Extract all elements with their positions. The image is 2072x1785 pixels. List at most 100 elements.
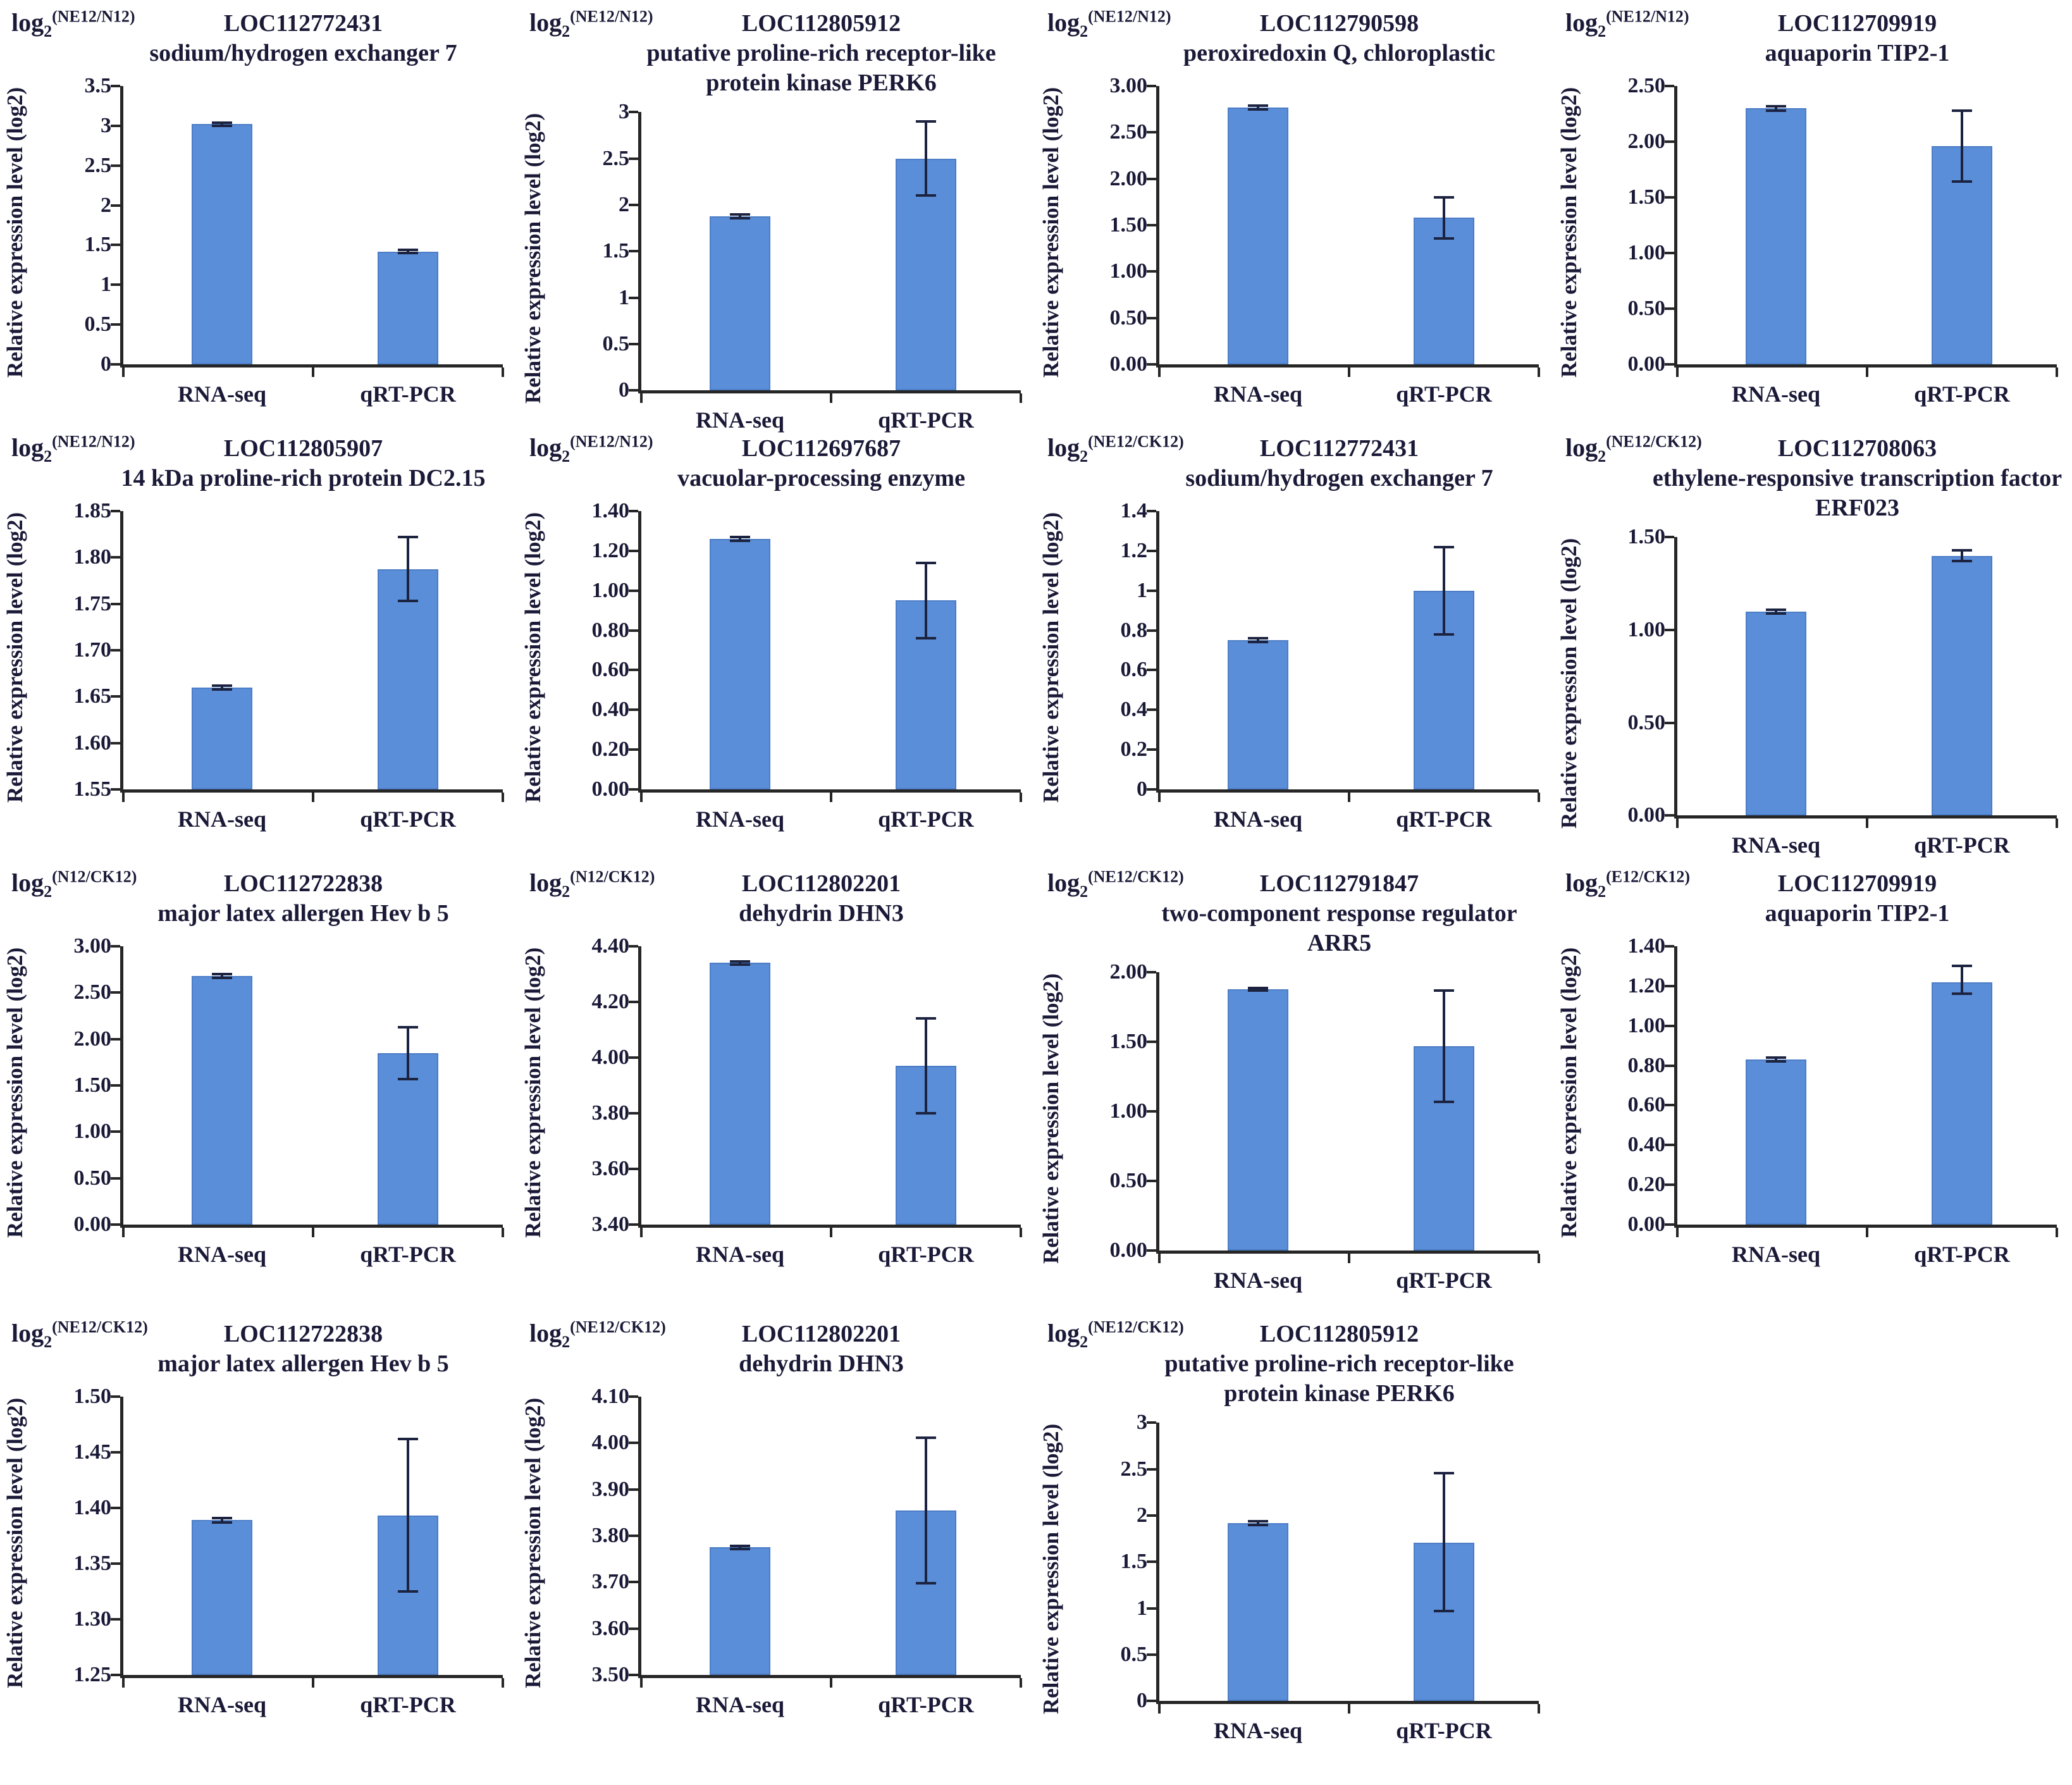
x-axis-tick	[122, 368, 125, 377]
x-category-label: RNA-seq	[696, 806, 784, 832]
bar-qrt-pcr	[1932, 555, 1992, 816]
error-bar-cap	[1248, 989, 1268, 992]
x-category-label: RNA-seq	[178, 381, 266, 407]
error-bar-cap	[212, 121, 232, 124]
chart-body: Relative expression level (log2) 0.00 0.5…	[1036, 960, 1554, 1293]
error-bar-cap	[1766, 608, 1786, 611]
y-tick-label: 1.5	[1120, 1550, 1148, 1574]
y-axis-tick	[1665, 721, 1674, 724]
log-base-subscript: 2	[44, 882, 52, 901]
error-bar-cap	[730, 960, 750, 963]
error-bar-cap	[730, 213, 750, 216]
x-category-label: qRT-PCR	[1396, 1268, 1492, 1294]
y-tick-label: 4.00	[591, 1046, 630, 1069]
bar-rna-seq	[1228, 640, 1288, 789]
y-axis-tick	[1147, 788, 1156, 791]
gene-description: putative proline-rich receptor-like prot…	[646, 40, 996, 97]
y-tick-label: 1.50	[1627, 185, 1666, 209]
y-axis-tick	[1665, 945, 1674, 948]
plot-wrap: 0 0.5 1 1.5 2 2.5 3 RNA-seq qRT-PCR	[1075, 1411, 1540, 1743]
chart-title: LOC112772431 sodium/hydrogen exchanger 7	[96, 9, 510, 68]
error-bar-line	[1961, 110, 1963, 182]
x-category-label: RNA-seq	[1732, 832, 1820, 858]
y-axis-tick	[629, 708, 638, 712]
y-axis-tick	[629, 1581, 638, 1584]
gene-description: dehydrin DHN3	[739, 900, 904, 927]
chart-title: LOC112802201 dehydrin DHN3	[614, 1319, 1028, 1379]
error-bar-line	[1443, 547, 1445, 634]
plot-area: RNA-seq qRT-PCR	[111, 85, 504, 407]
error-bar-line	[221, 1517, 223, 1522]
y-axis-label: Relative expression level (log2)	[521, 113, 545, 404]
chart-title: LOC112805912 putative proline-rich recep…	[614, 9, 1028, 98]
error-bar-line	[739, 1546, 741, 1549]
y-tick-label: 3	[619, 100, 629, 124]
chart-title: LOC112791847 two-component response regu…	[1132, 869, 1546, 958]
y-axis-tick	[1147, 708, 1156, 712]
gene-id: LOC112802201	[741, 1321, 901, 1347]
chart-header: log2(NE12/N12) LOC112805907 14 kDa proli…	[0, 425, 518, 497]
chart-title: LOC112709919 aquaporin TIP2-1	[1650, 9, 2064, 68]
y-axis-tick	[111, 283, 120, 287]
y-tick-label: 1.25	[73, 1663, 112, 1686]
error-bar-cap	[730, 216, 750, 219]
error-bar-cap	[1952, 992, 1972, 996]
error-bar-cap	[1766, 104, 1786, 108]
x-category-label: RNA-seq	[696, 407, 784, 433]
error-bar-cap	[1248, 1519, 1268, 1522]
x-axis-tick	[1348, 1704, 1350, 1714]
y-tick-label: 0.50	[1109, 306, 1148, 330]
error-bar-cap	[1434, 1100, 1454, 1103]
y-tick-label: 4.10	[591, 1385, 630, 1408]
y-axis-tick	[629, 111, 638, 114]
y-axis-label: Relative expression level (log2)	[1039, 973, 1063, 1264]
error-bar-cap	[1434, 237, 1454, 240]
error-bar-cap	[1766, 109, 1786, 112]
y-axis-tick	[111, 204, 120, 207]
x-axis-tick	[1866, 1228, 1868, 1237]
plot-area: RNA-seq qRT-PCR	[111, 945, 504, 1267]
plot-wrap: 3.50 3.60 3.70 3.80 3.90 4.00 4.10 RNA-seq qRT-…	[557, 1385, 1022, 1717]
y-tick-label: 2.00	[73, 1027, 112, 1051]
error-bar-cap	[1434, 196, 1454, 199]
x-axis-tick	[122, 1228, 125, 1237]
chart-title: LOC112802201 dehydrin DHN3	[614, 869, 1028, 929]
error-bar-cap	[212, 1521, 232, 1524]
chart-title: LOC112697687 vacuolar-processing enzyme	[614, 434, 1028, 493]
error-bar-cap	[1434, 545, 1454, 548]
x-category-label: qRT-PCR	[1914, 832, 2010, 858]
x-category-label: qRT-PCR	[360, 1692, 456, 1717]
log-base-subscript: 2	[44, 22, 52, 40]
y-axis-tick	[1147, 510, 1156, 512]
plot-area: RNA-seq qRT-PCR	[1147, 1421, 1540, 1743]
bar-rna-seq	[710, 963, 770, 1225]
y-tick-label: 3.00	[1109, 74, 1148, 97]
y-axis-tick	[629, 945, 638, 948]
bar-qrt-pcr	[1414, 218, 1474, 364]
y-tick-label: 2.5	[602, 146, 630, 170]
log-base-subscript: 2	[1080, 1333, 1088, 1351]
y-tick-label: 0.50	[1627, 710, 1666, 734]
error-bar-line	[221, 685, 223, 689]
y-tick-label: 1.50	[1109, 1030, 1148, 1054]
chart-title: LOC112805907 14 kDa proline-rich protein…	[96, 434, 510, 493]
gene-description: aquaporin TIP2-1	[1765, 900, 1950, 927]
bar-rna-seq	[1746, 611, 1806, 816]
y-axis-tick	[1147, 549, 1156, 552]
y-axis-tick	[111, 1395, 120, 1398]
y-axis-tick	[1147, 1421, 1156, 1424]
y-tick-label: 2.50	[1109, 120, 1148, 144]
y-tick-label: 1.75	[73, 591, 112, 615]
error-bar-cap	[730, 540, 750, 543]
y-tick-labels: 0 0.5 1 1.5 2 2.5 3	[557, 100, 630, 402]
chart-body: Relative expression level (log2) 0.00 0.2…	[1554, 934, 2072, 1267]
log-text: log	[1565, 433, 1598, 462]
y-axis-tick	[629, 1674, 638, 1676]
x-axis-tick	[1538, 368, 1540, 377]
x-axis-tick	[830, 1678, 832, 1688]
plot-area: RNA-seq qRT-PCR	[1147, 510, 1540, 832]
error-bar-cap	[398, 1437, 418, 1440]
y-tick-label: 2.50	[73, 980, 112, 1004]
gene-id: LOC112802201	[741, 870, 901, 897]
